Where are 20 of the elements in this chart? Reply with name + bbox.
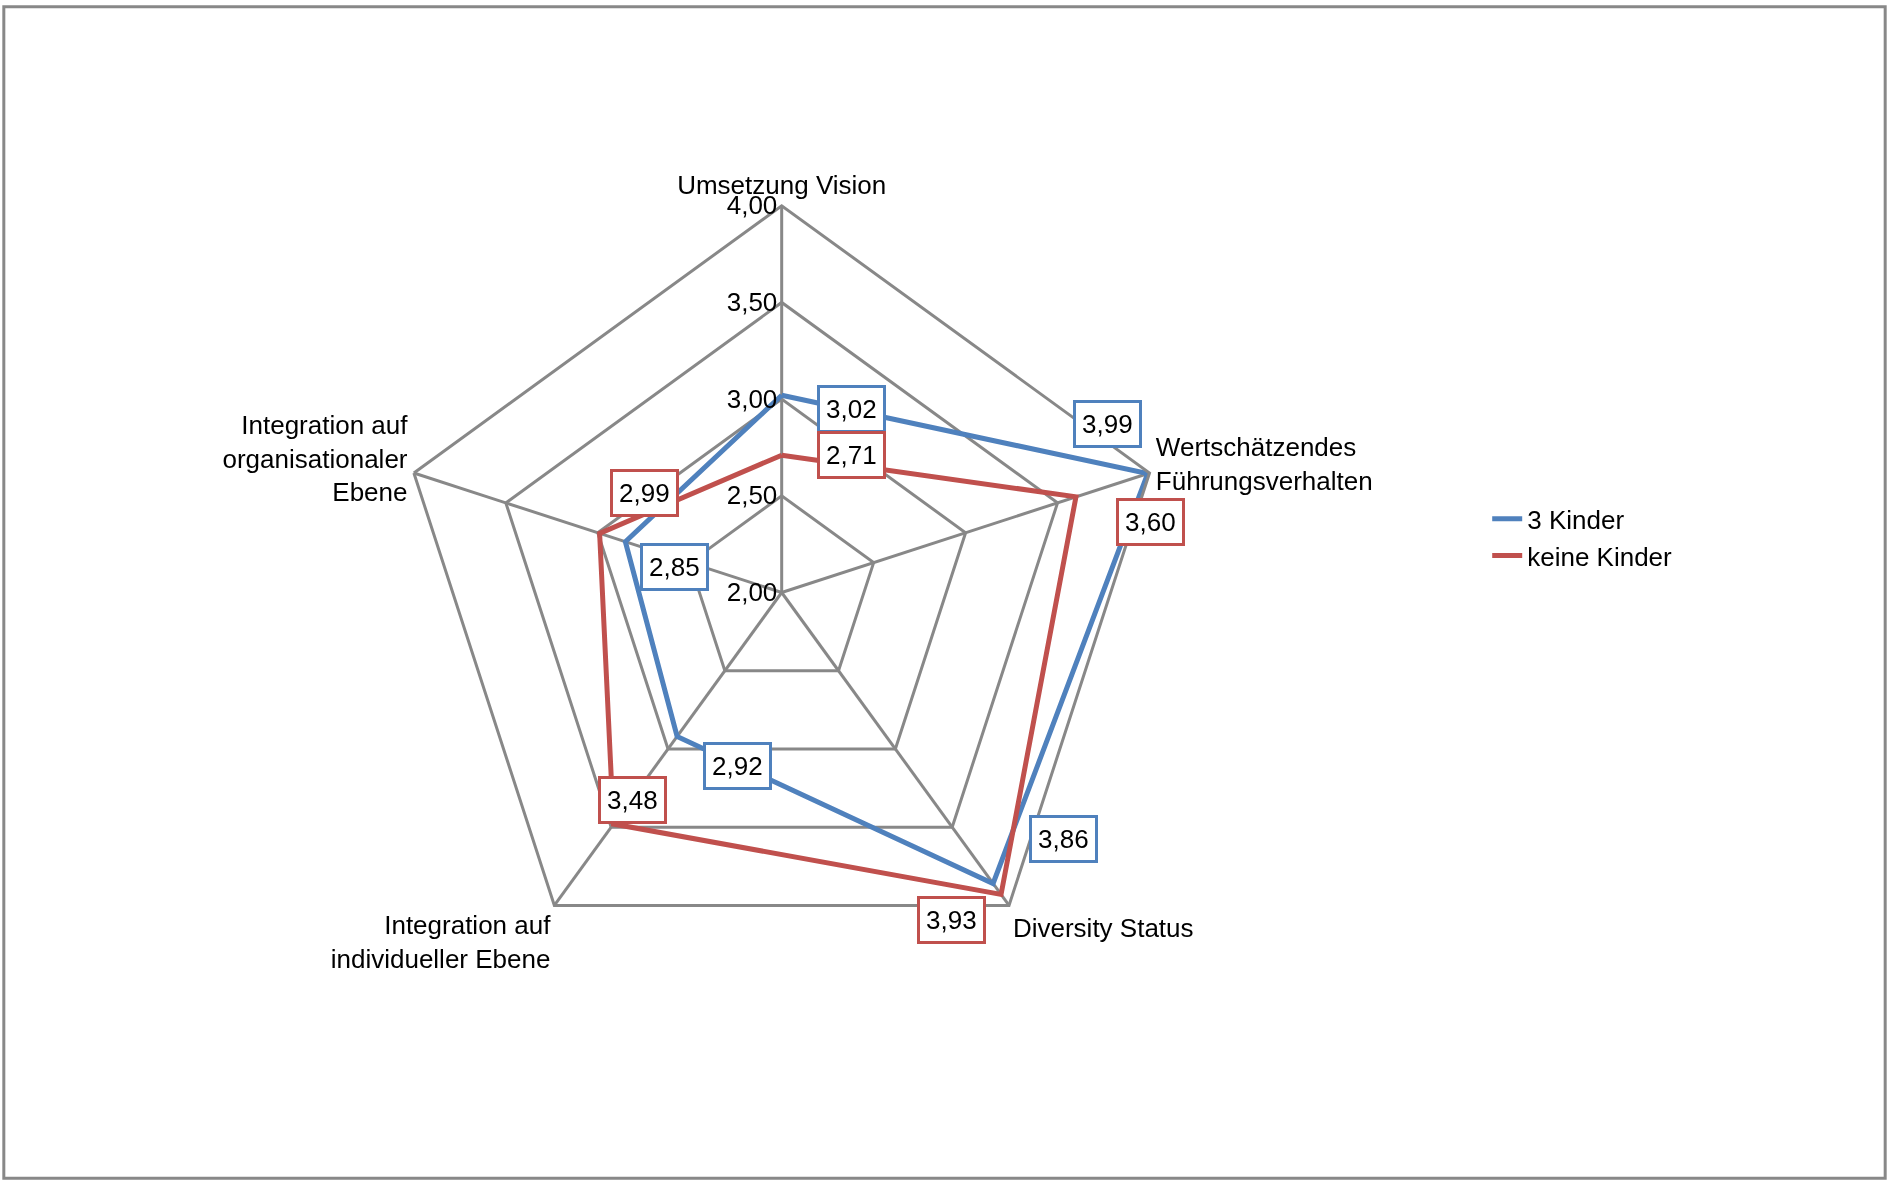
- y-tick-label: 2,00: [726, 576, 778, 607]
- data-label: 2,92: [712, 751, 763, 781]
- data-label: 3,99: [1082, 409, 1133, 439]
- y-tick-label: 3,00: [726, 383, 778, 414]
- data-label: 2,85: [649, 552, 700, 582]
- data-label: 2,99: [619, 478, 670, 508]
- y-tick-label: 3,50: [726, 286, 778, 317]
- data-label: 3,02: [826, 394, 877, 424]
- y-tick-label: 2,50: [726, 480, 778, 511]
- spoke-label: Integration auf individueller Ebene: [330, 909, 552, 974]
- spoke-label: Integration auf organisationaler Ebene: [222, 409, 409, 508]
- data-label: 3,48: [607, 785, 658, 815]
- data-label: 3,93: [926, 905, 977, 935]
- legend-label: keine Kinder: [1527, 541, 1673, 572]
- legend-label: 3 Kinder: [1527, 504, 1625, 535]
- data-label: 3,86: [1038, 824, 1089, 854]
- spoke-label: Diversity Status: [1012, 913, 1194, 944]
- spoke-label: Wertschätzendes Führungsverhalten: [1155, 431, 1373, 496]
- data-label: 2,71: [826, 440, 877, 470]
- data-label: 3,60: [1125, 507, 1176, 537]
